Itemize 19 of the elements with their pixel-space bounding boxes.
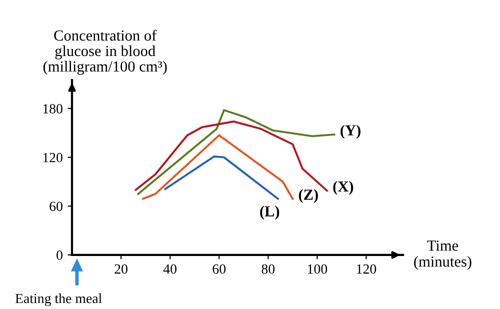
line-series [142,134,294,200]
x-tick-label: 120 [357,264,376,274]
y-axis-title: Concentration of glucose in blood (milligram/100 cm³) [43,30,167,75]
series-label: (L) [260,206,280,220]
x-tick-label: 40 [163,264,176,274]
x-axis-title: Time (minutes) [414,240,472,270]
text: Eating the meal [15,293,102,306]
x-tick-label: 20 [114,264,128,274]
x-tick-label: 100 [308,264,328,274]
series-label: (X) [333,180,354,195]
x-tick-label: 80 [262,264,275,274]
x-tick-label: 60 [212,264,226,274]
series-label: (Y) [340,124,360,139]
y-tick-label: 120 [43,152,62,162]
y-tick-label: 0 [56,250,62,260]
y-tick-label: 180 [43,104,62,114]
line-series [164,156,279,200]
series-label: (Z) [298,189,318,203]
y-tick-label: 60 [50,202,62,212]
